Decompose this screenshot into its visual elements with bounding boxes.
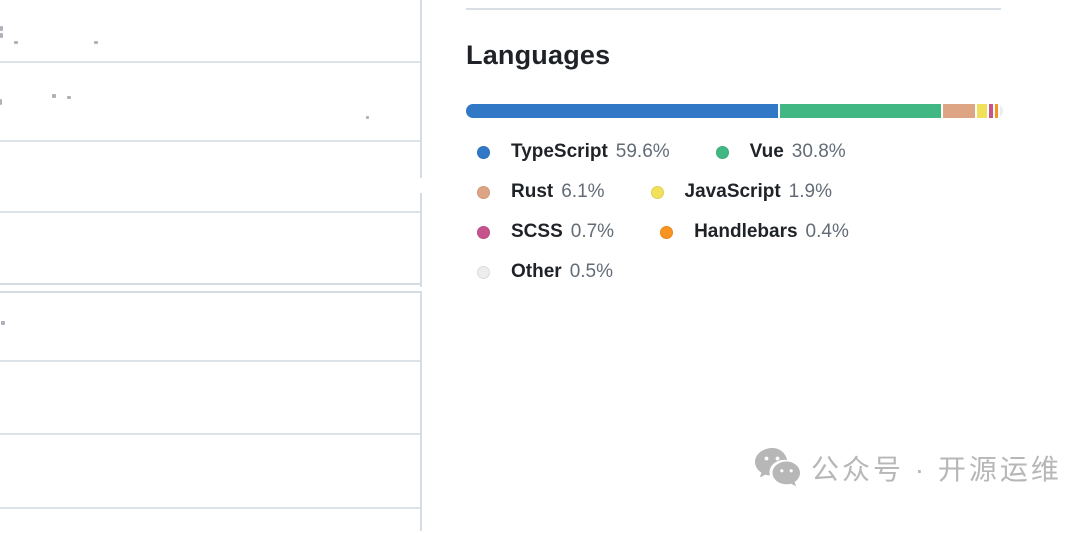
language-name: Other [511, 261, 562, 282]
language-color-dot [477, 265, 490, 279]
language-name: Handlebars [694, 221, 798, 242]
text-remnant [94, 41, 98, 44]
watermark-text: 公众号 · 开源运维 [811, 454, 1062, 485]
text-remnant [0, 26, 3, 31]
language-percent: 0.7% [570, 221, 615, 242]
table-row [0, 293, 420, 362]
language-color-dot [715, 145, 729, 159]
language-name: Vue [749, 141, 784, 162]
language-percent: 1.9% [788, 181, 832, 202]
section-divider [466, 8, 1001, 10]
text-remnant [0, 33, 3, 38]
lang-bar-segment-rust[interactable] [943, 104, 976, 118]
language-percent: 0.4% [805, 221, 849, 242]
language-color-dot [660, 225, 674, 239]
text-remnant [14, 41, 18, 44]
language-name: Rust [511, 181, 554, 202]
lang-bar-segment-handlebars[interactable] [995, 104, 998, 118]
text-remnant [67, 96, 71, 99]
table-row [0, 435, 420, 509]
table-row [0, 142, 420, 213]
languages-bar [466, 104, 1003, 118]
table-row [0, 509, 420, 533]
language-color-dot [477, 225, 490, 239]
legend-item-scss[interactable]: SCSS 0.7% [477, 219, 614, 245]
table-row [0, 362, 420, 435]
legend-item-rust[interactable]: Rust 6.1% [477, 179, 605, 205]
table-row [0, 63, 420, 142]
language-percent: 6.1% [561, 181, 605, 202]
languages-heading: Languages [466, 40, 611, 70]
lang-bar-segment-other[interactable] [1000, 104, 1003, 118]
legend-item-handlebars[interactable]: Handlebars 0.4% [660, 219, 849, 245]
legend-item-vue[interactable]: Vue 30.8% [715, 139, 846, 165]
file-table-card [0, 291, 422, 533]
border-gap [419, 178, 427, 193]
wechat-icon [755, 448, 800, 487]
language-name: TypeScript [511, 141, 608, 162]
language-percent: 59.6% [615, 141, 670, 162]
text-remnant [52, 94, 56, 98]
lang-bar-segment-vue[interactable] [780, 104, 942, 118]
text-remnant [0, 99, 2, 105]
text-remnant [366, 116, 369, 119]
legend-item-javascript[interactable]: JavaScript 1.9% [650, 179, 832, 205]
watermark: 公众号 · 开源运维 [754, 447, 1062, 489]
lang-bar-segment-typescript[interactable] [466, 104, 779, 118]
lang-bar-segment-scss[interactable] [989, 104, 993, 118]
file-table-card [0, 0, 422, 287]
language-percent: 0.5% [569, 261, 613, 282]
lang-bar-segment-javascript[interactable] [977, 104, 988, 118]
languages-legend: TypeScript 59.6% Vue 30.8% Rust 6.1% JavaScrip… [466, 139, 1014, 285]
text-remnant [1, 321, 5, 325]
language-percent: 30.8% [791, 141, 846, 162]
legend-item-typescript[interactable]: TypeScript 59.6% [477, 139, 670, 165]
language-color-dot [477, 185, 490, 199]
legend-item-other[interactable]: Other 0.5% [477, 259, 613, 285]
file-list-panel [0, 0, 427, 533]
language-color-dot [650, 185, 664, 199]
table-row [0, 0, 420, 63]
language-name: SCSS [511, 221, 563, 242]
language-name: JavaScript [684, 181, 781, 202]
table-row [0, 213, 420, 285]
language-color-dot [477, 145, 490, 159]
